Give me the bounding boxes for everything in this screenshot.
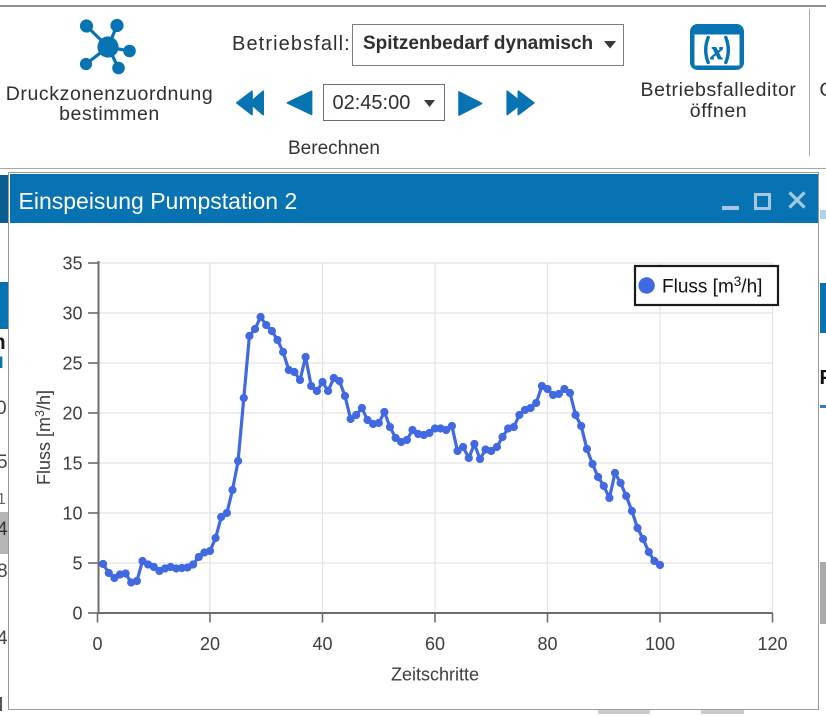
svg-text:40: 40 bbox=[312, 634, 332, 654]
svg-text:120: 120 bbox=[757, 634, 787, 654]
svg-text:25: 25 bbox=[62, 354, 82, 374]
svg-text:20: 20 bbox=[200, 634, 220, 654]
svg-text:Fluss [m3/h]: Fluss [m3/h] bbox=[33, 390, 54, 485]
svg-text:x: x bbox=[710, 38, 724, 65]
svg-text:5: 5 bbox=[72, 554, 82, 574]
svg-text:30: 30 bbox=[62, 304, 82, 324]
svg-text:80: 80 bbox=[537, 634, 557, 654]
svg-text:60: 60 bbox=[425, 634, 445, 654]
svg-text:100: 100 bbox=[645, 634, 675, 654]
svg-text:15: 15 bbox=[62, 454, 82, 474]
svg-text:Zeitschritte: Zeitschritte bbox=[391, 665, 479, 685]
svg-text:35: 35 bbox=[62, 254, 82, 274]
svg-text:0: 0 bbox=[92, 634, 102, 654]
svg-text:0: 0 bbox=[72, 604, 82, 624]
svg-text:20: 20 bbox=[62, 404, 82, 424]
svg-text:Fluss [m3/h]: Fluss [m3/h] bbox=[662, 274, 762, 298]
svg-text:10: 10 bbox=[62, 504, 82, 524]
